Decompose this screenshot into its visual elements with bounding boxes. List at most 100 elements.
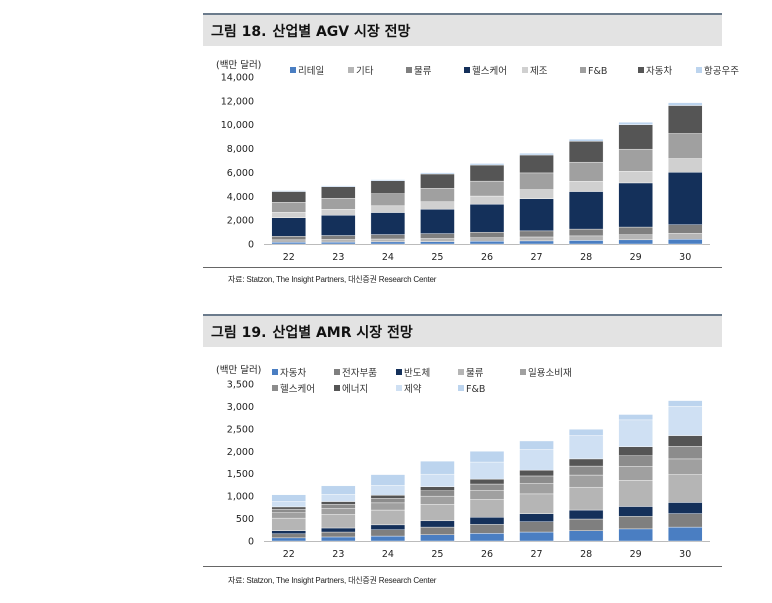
bar-segment — [321, 494, 356, 502]
bar-segment — [271, 242, 306, 245]
figure-18-title: 산업별 AGV 시장 전망 — [272, 23, 411, 40]
legend-swatch — [638, 67, 644, 73]
figure-19-label: 그림 19. — [211, 324, 267, 341]
bar-segment — [420, 238, 455, 242]
bar-segment — [370, 535, 406, 542]
figure-19-bottom-rule — [203, 566, 722, 567]
bar-segment — [568, 191, 604, 230]
bar-segment — [321, 197, 356, 210]
y-tick-label: 8,000 — [227, 144, 254, 155]
bar-segment — [420, 526, 455, 535]
bar-segment — [420, 473, 455, 487]
y-tick-label: 1,500 — [227, 469, 254, 480]
bar-segment — [618, 148, 653, 172]
bar-segment — [618, 239, 653, 245]
bar-segment — [321, 209, 356, 216]
y-tick-label: 4,000 — [227, 192, 254, 203]
bar-segment — [370, 495, 406, 499]
bar-segment — [568, 458, 604, 467]
amr-chart: (백만 달러) 0 500 1,000 1,500 2,000 2,500 3,000 3,50… — [216, 364, 710, 560]
x-tick-label: 27 — [531, 252, 543, 263]
x-tick-label: 28 — [580, 549, 592, 560]
x-tick-label: 26 — [481, 549, 493, 560]
bar-segment — [321, 241, 356, 245]
bar-segment — [618, 124, 653, 150]
bar-segment — [668, 458, 703, 475]
bar-segment — [469, 524, 505, 534]
bar-segment — [568, 435, 604, 460]
bar-segment — [469, 483, 505, 491]
legend-swatch — [396, 385, 402, 391]
bar-segment — [568, 474, 604, 488]
bar-segment — [618, 234, 653, 241]
legend-swatch — [272, 385, 278, 391]
x-tick-label: 28 — [580, 252, 592, 263]
y-tick-label: 500 — [236, 514, 254, 525]
bar-segment — [321, 514, 356, 529]
bar-segment — [519, 240, 554, 245]
bar-segment — [370, 474, 406, 486]
bar-segment — [668, 239, 703, 245]
y-tick-label: 1,000 — [227, 492, 254, 503]
y-axis-unit-label: (백만 달러) — [216, 59, 261, 71]
bar-segment — [469, 451, 505, 463]
bar-segment — [618, 171, 653, 184]
y-tick-label: 2,000 — [227, 447, 254, 458]
legend-label: 반도체 — [404, 368, 430, 379]
bar-segment — [271, 537, 306, 542]
bar-segment — [668, 406, 703, 436]
bar-segment — [370, 524, 406, 530]
x-tick-label: 22 — [283, 549, 295, 560]
legend-label: 헬스케어 — [472, 66, 507, 77]
legend-swatch — [348, 67, 354, 73]
bar-segment — [469, 241, 505, 245]
bar-segment — [420, 188, 455, 202]
figure-18-label: 그림 18. — [211, 23, 267, 40]
bar-segment — [668, 474, 703, 503]
bar-segment — [469, 490, 505, 500]
bar-segment — [668, 513, 703, 528]
bar-segment — [469, 203, 505, 233]
legend-swatch — [696, 67, 702, 73]
bar-segment — [271, 191, 306, 203]
bar-segment — [519, 172, 554, 190]
bar-segment — [519, 513, 554, 522]
bar-segment — [321, 527, 356, 533]
x-tick-label: 22 — [283, 252, 295, 263]
bar-segment — [519, 469, 554, 477]
bar-segment — [420, 495, 455, 505]
bar-segment — [618, 446, 653, 456]
bar-segment — [568, 530, 604, 542]
bar-segment — [271, 217, 306, 237]
bar-segment — [271, 494, 306, 502]
bar-segment — [370, 241, 406, 245]
legend-label: 에너지 — [342, 384, 368, 395]
figure-19-header: 그림 19. 산업별 AMR 시장 전망 — [203, 314, 722, 347]
bar-segment — [469, 195, 505, 205]
bar-segment — [469, 231, 505, 238]
bar-segment — [668, 233, 703, 240]
y-tick-label: 2,000 — [227, 216, 254, 227]
bar-segment — [618, 414, 653, 421]
x-tick-label: 23 — [332, 252, 344, 263]
y-tick-label: 0 — [248, 240, 254, 251]
bar-segment — [420, 490, 455, 497]
legend-label: 자동차 — [280, 367, 306, 379]
bar-segment — [321, 508, 356, 515]
bar-segment — [271, 512, 306, 519]
bar-segment — [469, 478, 505, 485]
y-tick-label: 12,000 — [221, 96, 254, 107]
bar-segment — [321, 186, 356, 199]
bar-segment — [618, 466, 653, 481]
x-tick-label: 30 — [679, 549, 691, 560]
bar-segment — [271, 202, 306, 213]
figure-18: 그림 18. 산업별 AGV 시장 전망 — [203, 13, 722, 46]
bar-segment — [668, 526, 703, 542]
y-tick-label: 14,000 — [221, 73, 254, 84]
y-tick-label: 10,000 — [221, 120, 254, 131]
bar-segment — [568, 228, 604, 237]
bar-segment — [668, 172, 703, 225]
bar-segment — [370, 212, 406, 235]
bar-segment — [420, 172, 455, 175]
bar-segment — [321, 485, 356, 495]
